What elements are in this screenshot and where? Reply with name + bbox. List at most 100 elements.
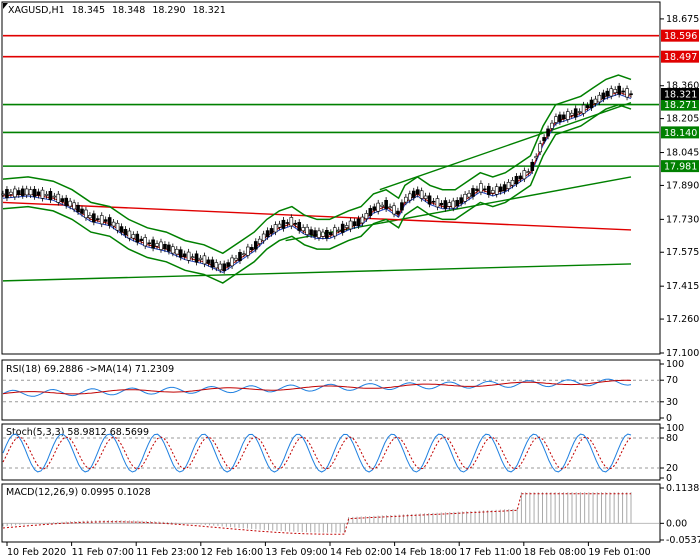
candle-body (467, 192, 471, 198)
candle-body (92, 213, 96, 223)
candle-body (581, 104, 586, 114)
candle-body (273, 224, 278, 233)
candle-body (190, 256, 195, 259)
candle-body (103, 219, 108, 222)
candle-body (52, 195, 57, 198)
candle-body (95, 218, 100, 220)
osc-tick-label: 0 (666, 413, 672, 424)
candle-body (396, 210, 400, 215)
candle-body (111, 221, 116, 227)
candle-body (143, 237, 147, 247)
candle-body (1, 193, 5, 196)
candle-body (585, 105, 590, 109)
candle-body (471, 188, 475, 197)
stoch-k-line (2, 433, 632, 473)
candle-body (44, 193, 49, 196)
candle-body (419, 190, 424, 199)
candle-body (139, 238, 144, 242)
candle-body (613, 89, 618, 93)
high-value: 18.348 (112, 5, 145, 16)
trend-line (379, 102, 632, 191)
candle-body (194, 253, 199, 263)
candle-body (123, 229, 128, 236)
level-badge (661, 126, 699, 139)
osc-tick-label: 30 (666, 397, 678, 408)
candle-body (360, 216, 365, 224)
candle-body (392, 205, 396, 215)
level-badge-label: 18.596 (664, 31, 697, 42)
candle-body (135, 233, 140, 243)
macd-signal-line (2, 493, 631, 535)
candle-body (127, 230, 132, 239)
candle-body (242, 253, 246, 256)
candle-body (380, 204, 384, 207)
candle-body (297, 222, 302, 231)
candle-body (218, 263, 223, 271)
current-price-badge (661, 88, 699, 100)
candle-body (186, 251, 191, 261)
candle-body (285, 222, 290, 224)
candle-body (601, 92, 606, 100)
price-tick-label: 17.575 (666, 247, 699, 258)
candle-body (107, 217, 112, 226)
candle-body (554, 116, 558, 123)
candle-body (384, 200, 388, 210)
candle-body (605, 90, 610, 97)
rsi-axis: 100 70 30 0 (660, 359, 684, 424)
collapse-triangle-icon[interactable] (3, 3, 8, 9)
candle-body (72, 202, 76, 210)
price-axis: 18.675 18.360 18.205 18.045 17.890 17.730 17.5… (660, 14, 699, 359)
candle-body (439, 202, 444, 206)
low-value: 18.290 (152, 5, 185, 16)
candle-body (566, 111, 570, 120)
candle-body (498, 186, 503, 192)
candle-body (80, 208, 84, 214)
osc-tick-label: 0 (666, 473, 672, 484)
candle-body (577, 111, 582, 113)
rsi-line (2, 378, 632, 397)
candle-body (5, 189, 9, 199)
candle-body (325, 230, 329, 239)
candle-body (238, 252, 242, 262)
time-tick-label: 10 Feb 2020 (7, 547, 66, 558)
osc-tick-label: 100 (666, 359, 684, 370)
candle-body (171, 246, 175, 254)
level-badge-label: 17.981 (664, 162, 697, 173)
candle-body (621, 90, 625, 93)
candle-body (546, 128, 550, 137)
price-panel-frame (1, 1, 661, 355)
time-tick-label: 11 Feb 23:00 (136, 547, 198, 558)
candle-body (336, 229, 341, 232)
candle-body (178, 249, 183, 258)
candle-body (609, 88, 614, 97)
time-tick-label: 13 Feb 09:00 (265, 547, 327, 558)
candle-body (317, 230, 321, 238)
bollinger-upper-band (2, 74, 632, 255)
time-tick-label: 12 Feb 16:00 (201, 547, 263, 558)
osc-tick-label: 100 (666, 423, 684, 434)
bollinger-lower-band (2, 104, 632, 284)
candle-body (305, 226, 309, 235)
candle-body (32, 188, 37, 197)
time-axis: 10 Feb 2020 11 Feb 07:00 11 Feb 23:00 12 Fe… (6, 542, 651, 558)
candle-body (313, 230, 317, 237)
candle-body (321, 231, 325, 237)
price-tick-label: 18.360 (666, 81, 699, 92)
candle-body (9, 191, 13, 195)
osc-tick-label: 70 (666, 375, 678, 386)
candle-body (277, 223, 282, 228)
osc-tick-label: 80 (666, 433, 678, 444)
candle-body (372, 206, 377, 211)
level-badge-label: 18.497 (664, 52, 697, 63)
stoch-panel-frame (1, 423, 661, 481)
osc-tick-label: 20 (666, 463, 678, 474)
candle-body (99, 215, 104, 225)
time-tick-label: 17 Feb 11:00 (459, 547, 521, 558)
candle-body (475, 188, 479, 191)
candle-body (463, 193, 467, 202)
candle-body (522, 170, 527, 180)
level-badge (661, 98, 699, 111)
candle-body (388, 206, 392, 209)
